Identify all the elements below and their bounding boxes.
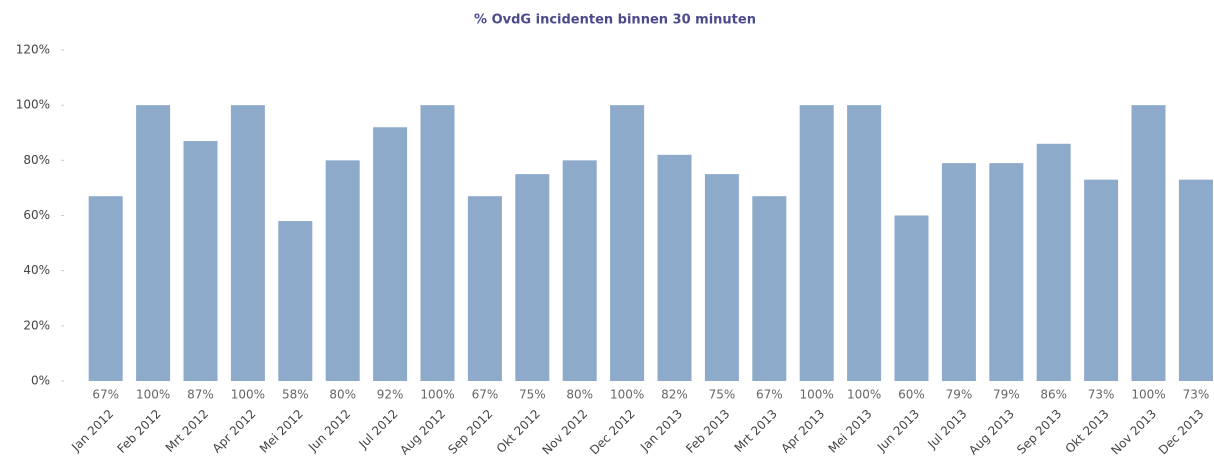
bar — [657, 154, 692, 381]
x-tick-label: Jun 2012 — [305, 407, 353, 455]
x-tick-label: Feb 2013 — [683, 407, 732, 456]
value-label: 100% — [420, 388, 454, 402]
x-tick-label: Mrt 2012 — [163, 407, 211, 455]
bar — [515, 174, 550, 381]
x-tick-label: Apr 2012 — [210, 407, 259, 456]
value-label: 82% — [661, 388, 688, 402]
value-label: 100% — [231, 388, 265, 402]
value-label: 80% — [566, 388, 593, 402]
x-tick-label: Jul 2013 — [924, 407, 969, 452]
x-tick-label: Nov 2013 — [1108, 407, 1159, 458]
bar — [989, 163, 1024, 381]
x-tick-label: Sep 2012 — [445, 407, 495, 457]
bar — [136, 105, 171, 382]
x-tick-label: Okt 2012 — [494, 407, 543, 456]
value-label: 100% — [610, 388, 644, 402]
bar — [610, 105, 645, 382]
bar — [1178, 179, 1213, 381]
x-tick-label: Jan 2013 — [637, 407, 685, 455]
value-label: 67% — [756, 388, 783, 402]
value-label: 67% — [472, 388, 499, 402]
y-tick-label: 120% — [16, 43, 50, 57]
value-label: 100% — [847, 388, 881, 402]
x-tick-label: Dec 2012 — [587, 407, 638, 458]
bar — [562, 160, 597, 381]
bar — [894, 215, 929, 381]
value-label: 73% — [1183, 388, 1210, 402]
x-tick-label: Sep 2013 — [1014, 407, 1064, 457]
bar — [704, 174, 739, 381]
bar — [325, 160, 360, 381]
value-label: 67% — [92, 388, 119, 402]
x-tick-label: Aug 2012 — [397, 407, 448, 458]
x-tick-label: Dec 2013 — [1156, 407, 1207, 458]
value-label: 75% — [709, 388, 736, 402]
x-tick-label: Feb 2012 — [114, 407, 163, 456]
chart-title: % OvdG incidenten binnen 30 minuten — [474, 13, 756, 28]
bar — [799, 105, 834, 382]
x-tick-label: Apr 2013 — [778, 407, 827, 456]
x-tick-label: Nov 2012 — [540, 407, 591, 458]
x-tick-label: Mei 2012 — [257, 407, 306, 456]
value-label: 79% — [993, 388, 1020, 402]
x-tick-label: Mei 2013 — [826, 407, 875, 456]
value-label: 60% — [898, 388, 925, 402]
value-label: 87% — [187, 388, 214, 402]
bar — [847, 105, 882, 382]
bar — [183, 141, 218, 381]
value-label: 92% — [377, 388, 404, 402]
x-tick-label: Aug 2013 — [966, 407, 1017, 458]
value-label: 79% — [946, 388, 973, 402]
bar — [88, 196, 123, 381]
y-tick-label: 0% — [31, 374, 50, 388]
value-label: 86% — [1040, 388, 1067, 402]
y-tick-label: 80% — [23, 153, 50, 167]
value-label: 100% — [136, 388, 170, 402]
x-tick-label: Mrt 2013 — [732, 407, 780, 455]
value-label: 80% — [329, 388, 356, 402]
x-tick-label: Okt 2013 — [1063, 407, 1112, 456]
bar — [1131, 105, 1166, 382]
bar — [1084, 179, 1119, 381]
y-tick-label: 40% — [23, 263, 50, 277]
value-label: 75% — [519, 388, 546, 402]
value-label: 100% — [800, 388, 834, 402]
bar — [467, 196, 502, 381]
bar — [278, 221, 313, 381]
bar — [1036, 143, 1071, 381]
x-tick-label: Jan 2012 — [68, 407, 116, 455]
x-tick-label: Jun 2013 — [874, 407, 922, 455]
bar — [373, 127, 408, 381]
bar — [230, 105, 265, 382]
bar — [941, 163, 976, 381]
value-label: 100% — [1131, 388, 1165, 402]
value-label: 58% — [282, 388, 309, 402]
value-label: 73% — [1088, 388, 1115, 402]
y-tick-label: 60% — [23, 208, 50, 222]
y-tick-label: 100% — [16, 98, 50, 112]
y-tick-label: 20% — [23, 318, 50, 332]
bar — [420, 105, 455, 382]
bar — [752, 196, 787, 381]
x-tick-label: Jul 2012 — [356, 407, 401, 452]
